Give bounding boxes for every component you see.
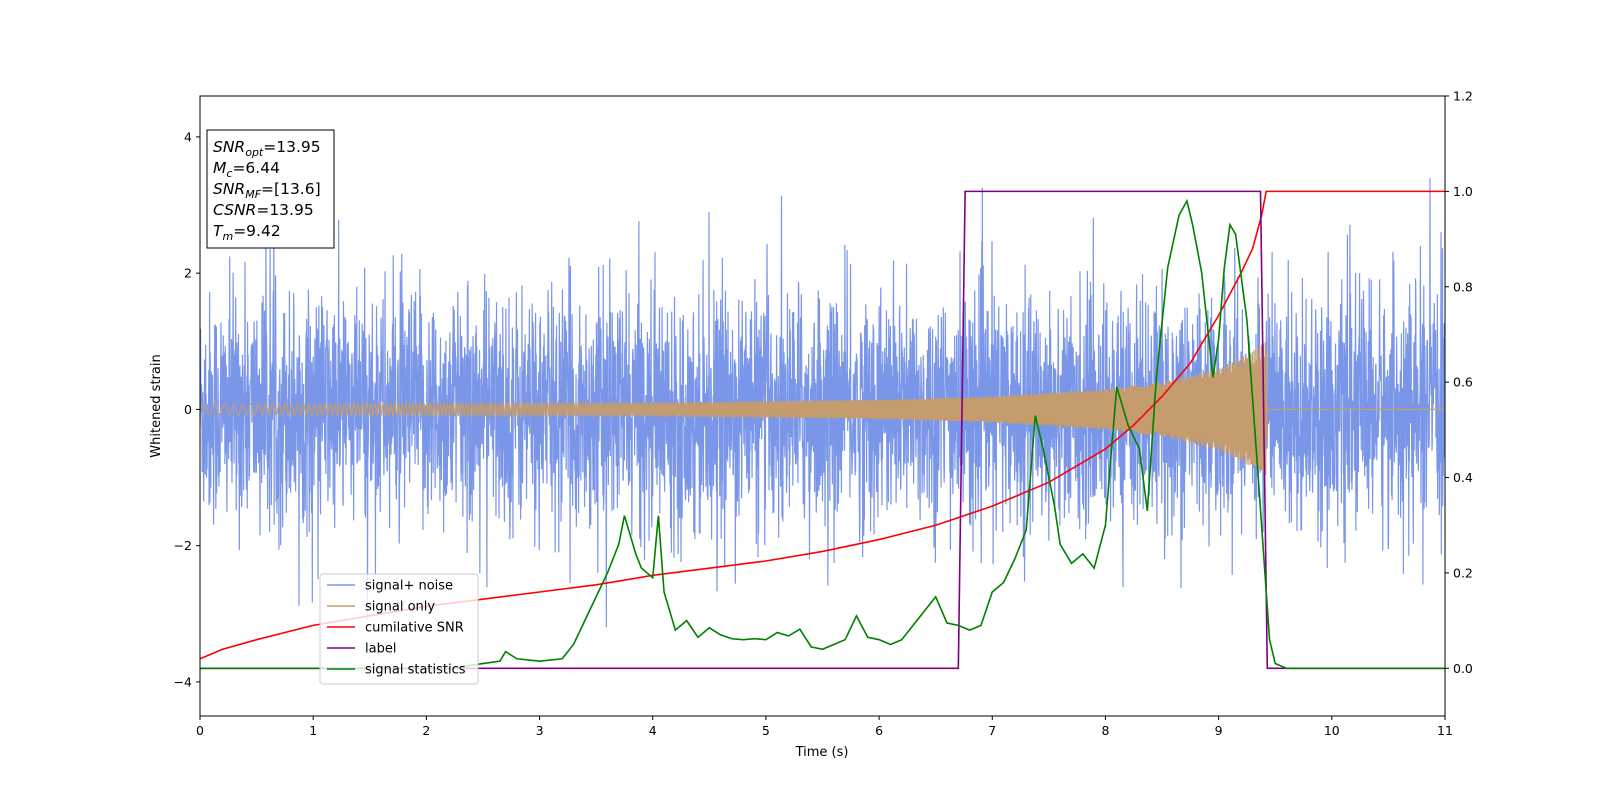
y2-tick-label: 1.0 [1453,184,1473,199]
y-tick-label: 4 [184,129,192,144]
annotation-line: SNRopt=13.95 [213,138,321,159]
x-axis-label: Time (s) [795,745,849,760]
x-tick-label: 0 [196,723,204,738]
annotation-line: Mc=6.44 [213,159,280,180]
annotation-line: SNRMF=[13.6] [213,180,321,201]
y2-tick-label: 0.2 [1453,565,1473,580]
legend-box [319,573,479,685]
stats-annotation: SNRopt=13.95Mc=6.44SNRMF=[13.6]CSNR=13.9… [206,129,335,249]
x-tick-label: 11 [1437,723,1453,738]
annotation-box [206,129,335,249]
legend-label: signal only [365,600,435,615]
axes: 0 1 2 3 4 5 6 7 8 9 10 11 −4 −2 0 2 4 0.0 0.2 0.4 0.6 0.8 1.0 1… [174,89,1473,739]
x-tick-label: 3 [536,723,544,738]
legend: signal+ noise signal only cumilative SNR la… [319,573,479,685]
annotation-line: Tm=9.42 [213,222,281,243]
legend-label: signal+ noise [365,579,453,594]
x-tick-label: 1 [309,723,317,738]
series-signal-noise [200,178,1445,628]
series-signal-statistics [200,198,1445,670]
legend-label: signal statistics [365,663,466,678]
series-signal-only [200,342,1445,476]
y-tick-label: −4 [174,674,192,689]
y2-tick-label: 0.8 [1453,279,1473,294]
legend-label: label [365,642,396,657]
x-tick-label: 10 [1324,723,1340,738]
axes-frame [199,95,1446,717]
annotation-line: CSNR=13.95 [213,201,314,219]
y2-tick-label: 1.2 [1453,89,1473,104]
y-tick-label: 0 [184,402,192,417]
x-tick-label: 5 [762,723,770,738]
x-tick-label: 2 [422,723,430,738]
y2-tick-label: 0.0 [1453,661,1473,676]
y-tick-label: −2 [174,538,192,553]
x-tick-label: 9 [1215,723,1223,738]
y2-tick-label: 0.6 [1453,375,1473,390]
x-tick-label: 4 [649,723,657,738]
y2-tick-label: 0.4 [1453,470,1473,485]
legend-label: cumilative SNR [365,621,464,636]
x-tick-label: 8 [1101,723,1109,738]
y-tick-label: 2 [184,266,192,281]
x-tick-label: 6 [875,723,883,738]
y-axis-label: Whitened strain [149,354,164,457]
x-tick-label: 7 [988,723,996,738]
